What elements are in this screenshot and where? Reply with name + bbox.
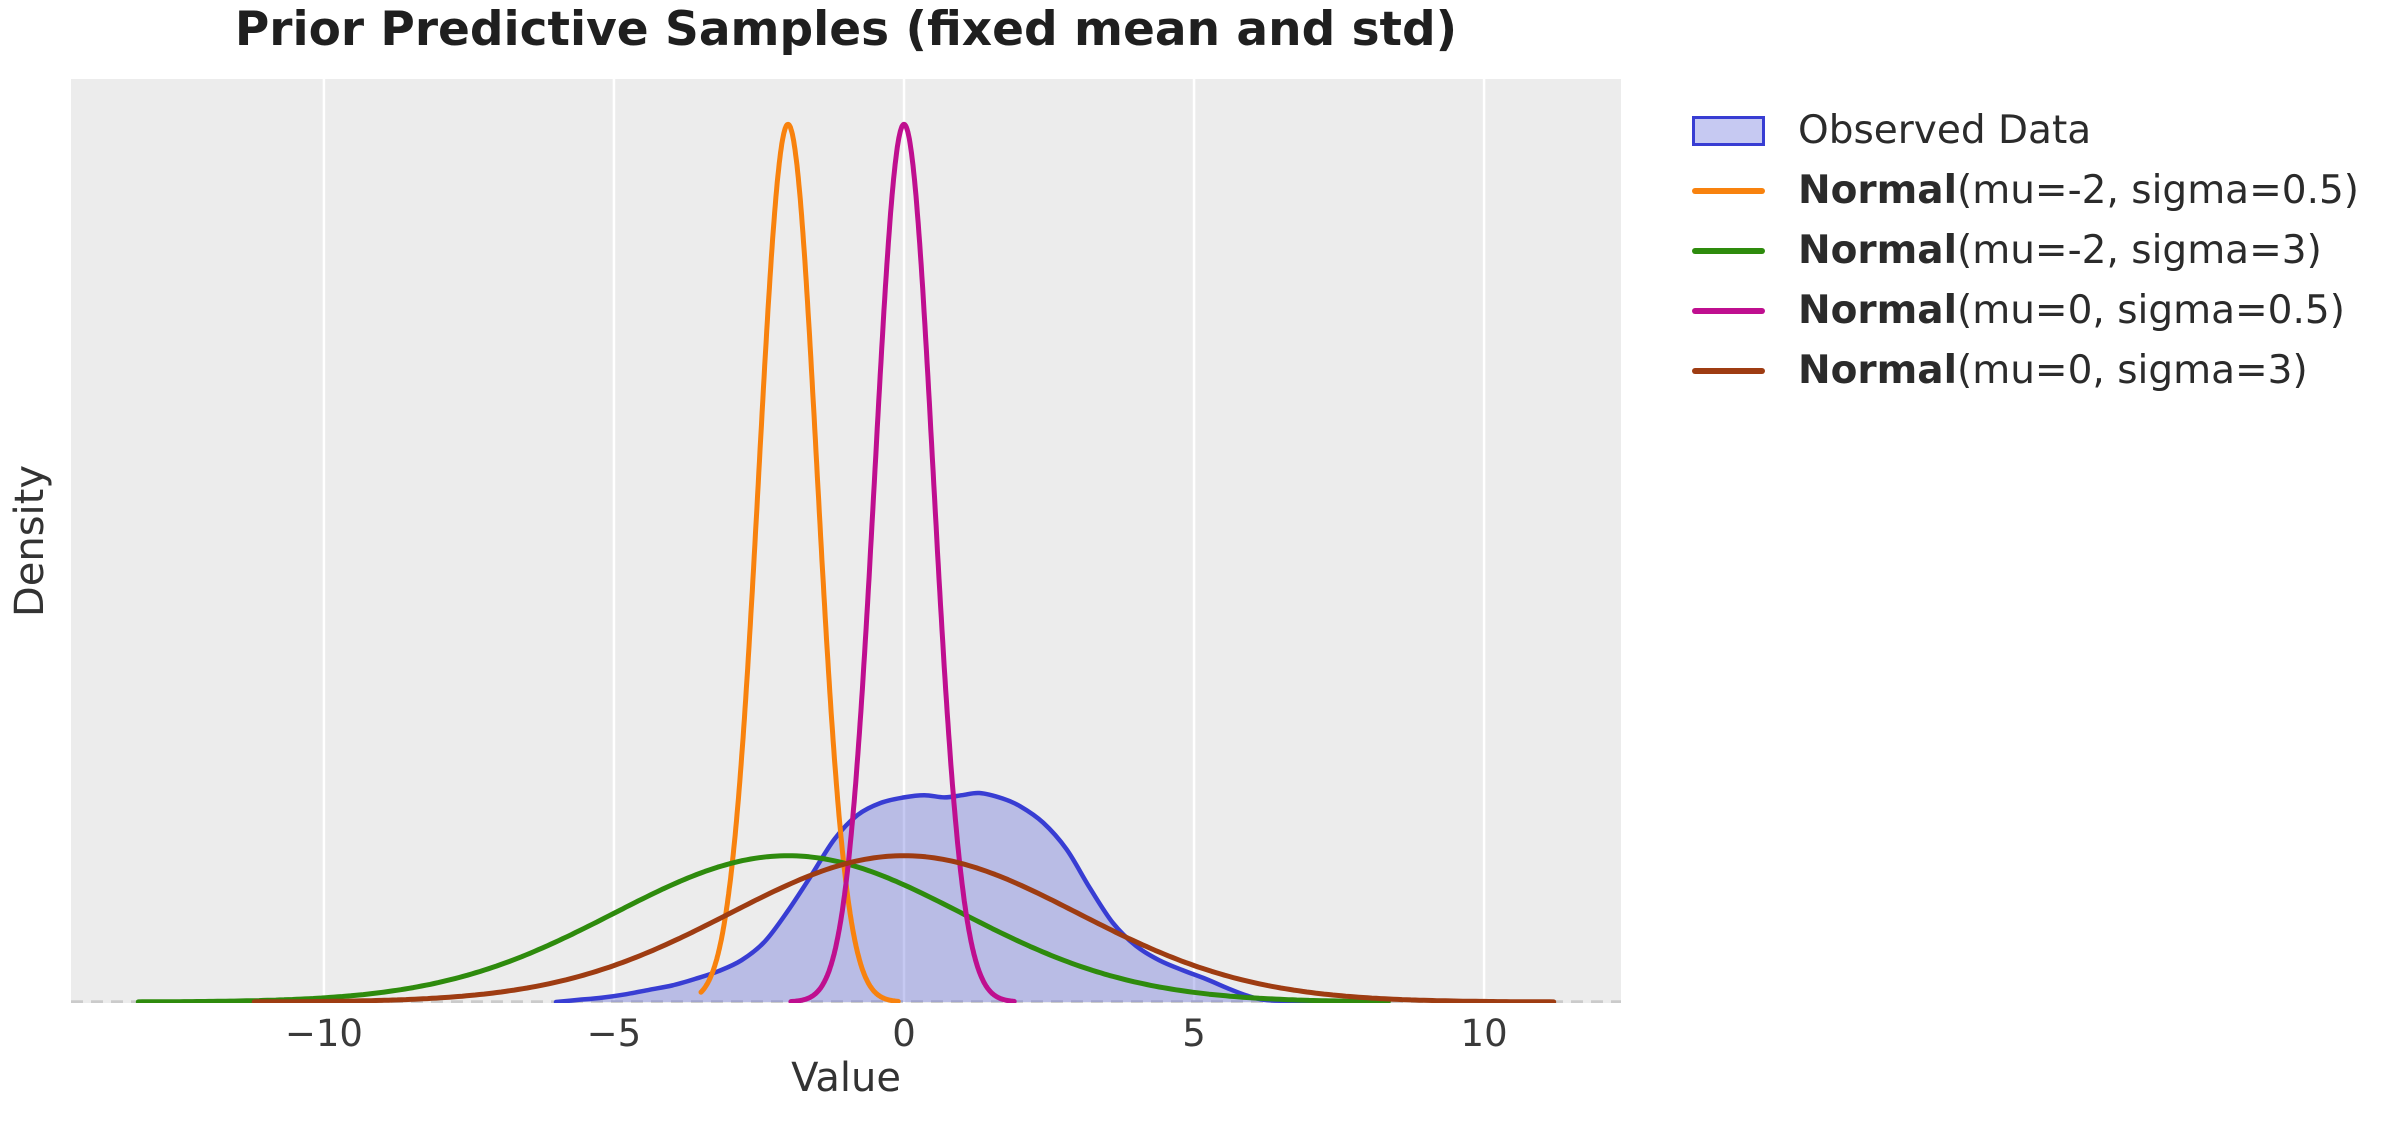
legend-item: Normal(mu=0, sigma=3): [1692, 341, 2308, 401]
legend-line-swatch: [1692, 308, 1765, 314]
chart-title: Prior Predictive Samples (fixed mean and…: [234, 2, 1458, 57]
x-axis-label: Value: [791, 1055, 901, 1101]
legend-item: Normal(mu=0, sigma=0.5): [1692, 281, 2345, 341]
legend-line-swatch: [1692, 368, 1765, 374]
legend-item: Normal(mu=-2, sigma=0.5): [1692, 161, 2359, 221]
normal-pdf-curve: [788, 121, 1017, 1003]
x-tick-label: 5: [1182, 1012, 1206, 1055]
legend-line-swatch: [1692, 248, 1765, 254]
x-tick-label: 0: [892, 1012, 916, 1055]
plot-canvas: [71, 79, 1621, 1003]
x-tick-label: 10: [1460, 1012, 1508, 1055]
normal-pdf-curve: [251, 853, 1557, 1003]
legend-item: Normal(mu=-2, sigma=3): [1692, 221, 2322, 281]
observed-data-fill: [555, 792, 1326, 1002]
x-tick-label: −5: [586, 1012, 642, 1055]
legend-item-label: Normal(mu=0, sigma=3): [1798, 347, 2308, 393]
normal-pdf-curve: [135, 853, 1391, 1003]
y-axis-label: Density: [7, 464, 53, 618]
x-tick-label: −10: [284, 1012, 363, 1055]
legend-line-swatch: [1692, 188, 1765, 194]
legend-item: Observed Data: [1692, 101, 2091, 161]
normal-pdf-curve: [698, 121, 901, 1003]
plot-area: [71, 79, 1621, 1003]
legend-item-label: Observed Data: [1798, 107, 2092, 153]
legend-item-label: Normal(mu=-2, sigma=0.5): [1798, 167, 2359, 213]
legend-item-label: Normal(mu=-2, sigma=3): [1798, 227, 2322, 273]
legend-patch-swatch: [1692, 116, 1765, 146]
legend-item-label: Normal(mu=0, sigma=0.5): [1798, 287, 2345, 333]
